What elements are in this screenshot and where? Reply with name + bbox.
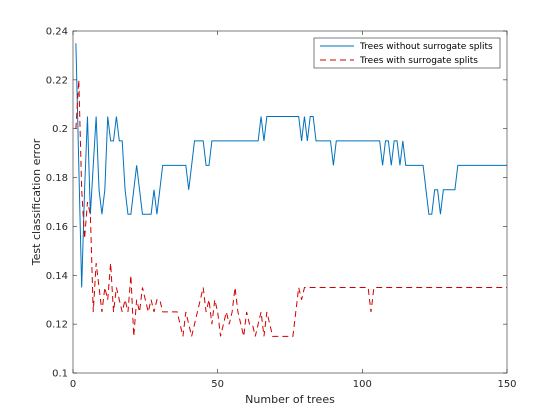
y-tick-label: 0.16	[46, 222, 68, 233]
x-tick-label: 100	[353, 379, 372, 390]
y-tick-label: 0.12	[46, 320, 68, 331]
plot-background	[73, 31, 507, 373]
legend-label-series-1: Trees with surrogate splits	[359, 56, 478, 66]
series-line-1	[75, 79, 507, 337]
x-tick-label: 50	[211, 379, 224, 390]
y-tick-label: 0.18	[46, 173, 68, 184]
legend-label-series-0: Trees without surrogate splits	[359, 42, 493, 52]
series-group	[75, 43, 507, 337]
y-tick-label: 0.24	[46, 27, 68, 38]
ticks-group: 0 50 100 150 0.1 0.12 0.14 0.16 0.18 0.2 0.22 0.24	[46, 27, 517, 391]
plot-area	[73, 31, 507, 373]
y-axis-label: Test classification error	[30, 138, 43, 266]
x-tick-label: 150	[497, 379, 516, 390]
y-tick-label: 0.2	[52, 124, 68, 135]
x-axis-label: Number of trees	[245, 393, 335, 406]
axes-frame	[72, 30, 508, 374]
x-tick-label: 0	[70, 379, 76, 390]
series-line-0	[75, 43, 507, 288]
legend-box	[313, 37, 501, 69]
y-tick-label: 0.1	[52, 369, 68, 380]
y-tick-label: 0.14	[46, 271, 68, 282]
legend: Trees without surrogate splits Trees wit…	[313, 37, 501, 69]
y-tick-label: 0.22	[46, 75, 68, 86]
